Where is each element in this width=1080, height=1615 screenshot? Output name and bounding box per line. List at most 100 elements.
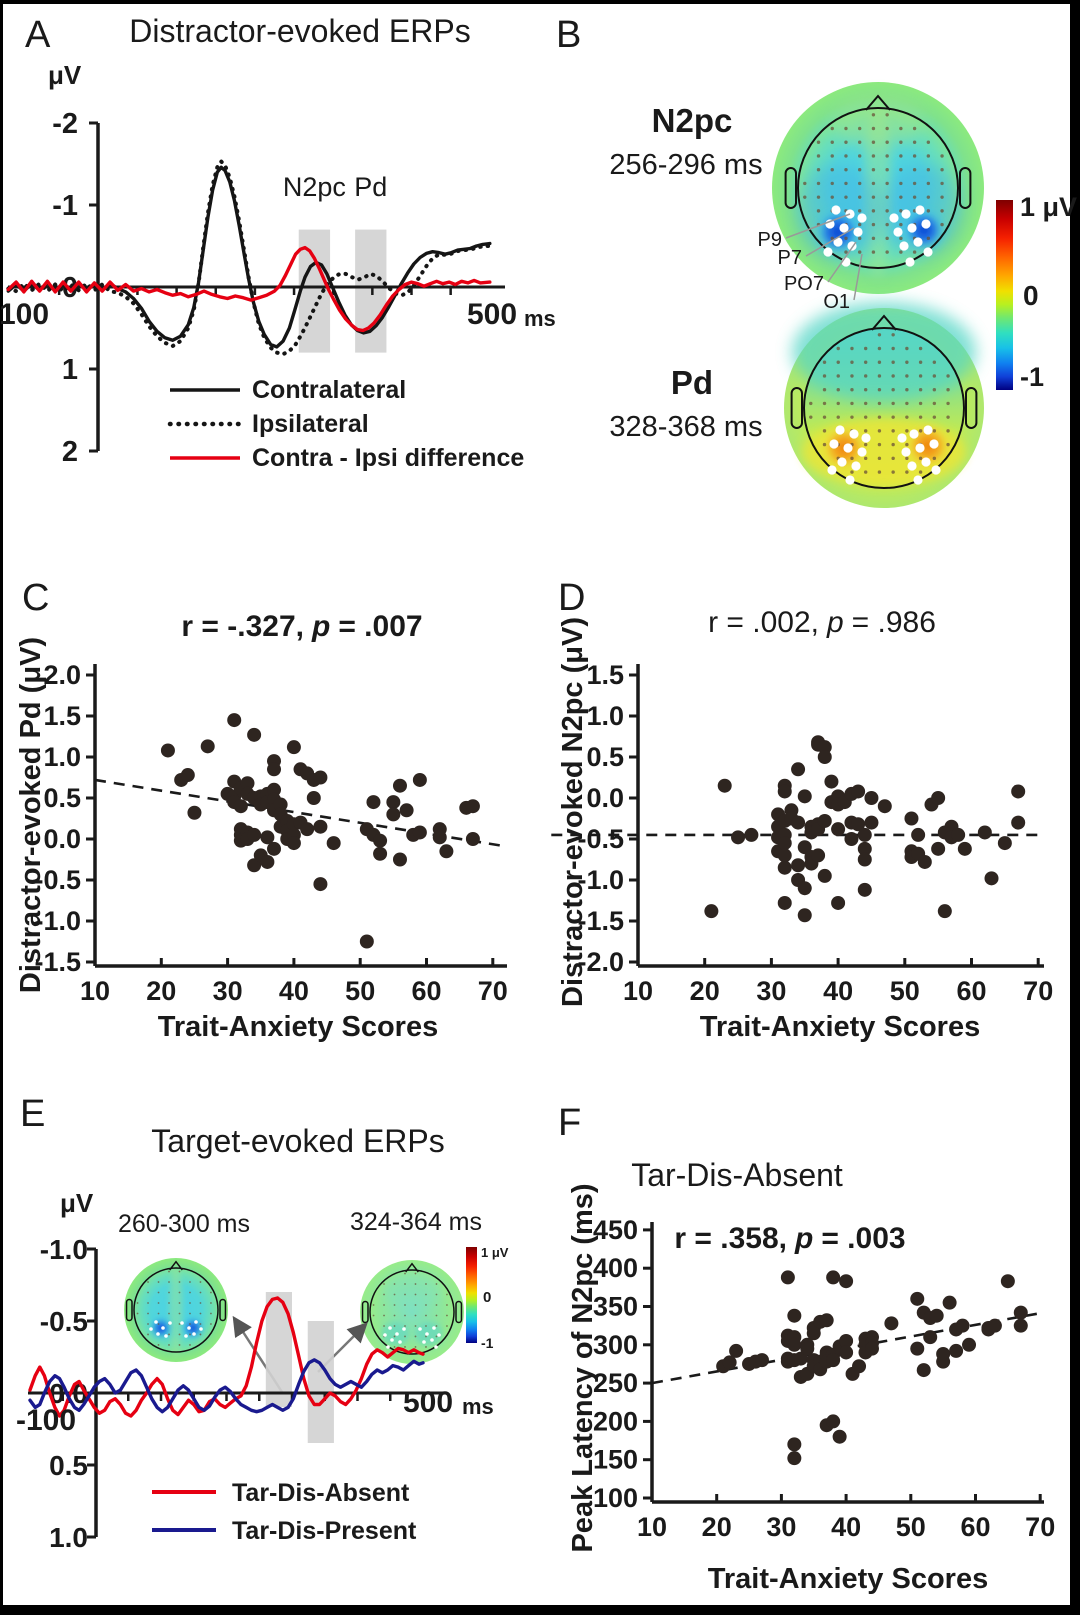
data-point <box>273 797 288 812</box>
y-axis-tick-label: -1.0 <box>577 865 624 895</box>
electrode-dot <box>425 1304 427 1306</box>
data-point <box>942 1295 957 1310</box>
electrode-dot <box>940 195 944 199</box>
highlighted-electrode-dot <box>149 1327 153 1331</box>
highlighted-electrode-dot <box>386 1345 390 1349</box>
electrode-dot <box>822 442 827 447</box>
highlighted-electrode-dot <box>161 1326 165 1330</box>
topomap-n2pc <box>772 82 984 294</box>
electrode-dot <box>383 1304 385 1306</box>
colorbar-bottom-label: -1 <box>1020 362 1044 392</box>
electrode-dot <box>830 195 834 199</box>
electrode-dot <box>393 1293 396 1296</box>
y-axis-tick-label: -1.5 <box>34 947 81 977</box>
right-ear-outline <box>959 167 972 209</box>
data-point <box>359 934 374 949</box>
electrode-dot <box>926 209 931 213</box>
data-point <box>267 762 282 777</box>
electrode-dot <box>877 387 882 392</box>
highlighted-electrode-dot <box>187 1326 191 1330</box>
data-point <box>1011 815 1026 830</box>
y-axis-tick-label: -0.5 <box>577 824 624 854</box>
electrode-dot <box>877 360 882 364</box>
highlighted-electrode-dot <box>907 223 917 233</box>
highlighted-electrode-dot <box>402 1327 406 1331</box>
highlighted-electrode-dot <box>915 443 925 453</box>
electrode-dot <box>189 1323 191 1325</box>
electrode-dot <box>891 374 895 378</box>
electrode-dot <box>912 195 917 199</box>
data-point <box>800 1341 815 1356</box>
electrode-dot <box>836 401 840 406</box>
head-outline <box>369 1269 455 1355</box>
colorbar-gradient <box>996 200 1013 390</box>
electrode-dot <box>830 181 834 186</box>
electrode-dot <box>836 360 840 364</box>
data-point <box>260 854 275 869</box>
panel-a: A Distractor-evoked ERPs μV N2pc Pd-2-101… <box>0 13 556 472</box>
y-axis-tick-label: -1.5 <box>577 906 624 936</box>
electrode-dot <box>918 374 923 378</box>
data-point <box>729 1343 744 1358</box>
highlighted-electrode-dot <box>829 439 839 449</box>
data-point <box>797 840 812 855</box>
data-point <box>955 1318 970 1333</box>
data-point <box>300 822 315 837</box>
electrode-dot <box>816 181 821 186</box>
data-point <box>717 778 732 793</box>
data-point <box>777 895 792 910</box>
left-ear-outline <box>125 1298 133 1322</box>
electrode-dot <box>435 1325 438 1327</box>
electrode-dot <box>844 167 848 172</box>
electrode-label-p7: P7 <box>778 247 802 269</box>
highlighted-electrode-dot <box>434 1345 438 1349</box>
electrode-dot <box>178 1323 181 1325</box>
inset-window-1-label: 260-300 ms <box>118 1210 250 1238</box>
electrode-dot <box>926 236 931 241</box>
data-point <box>962 1337 977 1352</box>
left-ear-outline <box>790 387 803 429</box>
electrode-dot <box>157 1302 160 1304</box>
electrode-dot <box>404 1346 406 1348</box>
electrode-dot <box>844 140 848 144</box>
y-axis-tick-label: 250 <box>593 1368 638 1398</box>
highlighted-electrode-dot <box>831 205 841 215</box>
data-point <box>819 1313 834 1328</box>
electrode-dot <box>891 415 895 419</box>
electrode-dot <box>905 429 909 433</box>
electrode-dot <box>932 415 937 419</box>
electrode-dot <box>899 222 903 227</box>
electrode-dot <box>857 167 862 172</box>
data-point <box>824 774 839 789</box>
x-axis-tick-label: 20 <box>702 1512 732 1542</box>
inset-colorbar-mid: 0 <box>483 1289 491 1306</box>
colorbar-top-label: 1 μV <box>1020 192 1077 222</box>
electrode-dot <box>168 1302 170 1304</box>
y-axis-tick-label: 1 <box>62 354 78 386</box>
highlighted-electrode-dot <box>164 1334 168 1338</box>
electrode-dot <box>850 360 854 364</box>
electrode-dot <box>857 250 862 254</box>
electrode-dot <box>863 401 868 406</box>
data-point <box>787 1337 802 1352</box>
data-point <box>366 795 381 810</box>
electrode-dot <box>435 1304 438 1306</box>
data-point <box>180 768 195 783</box>
nose-outline <box>865 94 891 111</box>
y-axis-tick-label: 1.5 <box>586 660 624 690</box>
electrode-dot <box>844 236 848 241</box>
highlighted-electrode-dot <box>430 1338 434 1342</box>
electrode-dot <box>830 126 834 131</box>
y-axis-tick-label: 2.0 <box>43 660 81 690</box>
panel-b: B N2pc 256-296 ms Pd 328-368 ms P9 P7 PO… <box>556 14 1077 508</box>
electrode-dot <box>822 374 827 378</box>
data-point <box>832 1429 847 1444</box>
electrode-dot <box>891 333 895 337</box>
electrode-leader-o1 <box>853 253 863 301</box>
data-point <box>731 830 746 845</box>
data-point <box>864 1341 879 1356</box>
data-point <box>777 860 792 875</box>
electrode-dot <box>946 401 950 406</box>
electrode-dot <box>147 1323 149 1325</box>
corr-r-part: r = .002, <box>708 606 819 639</box>
